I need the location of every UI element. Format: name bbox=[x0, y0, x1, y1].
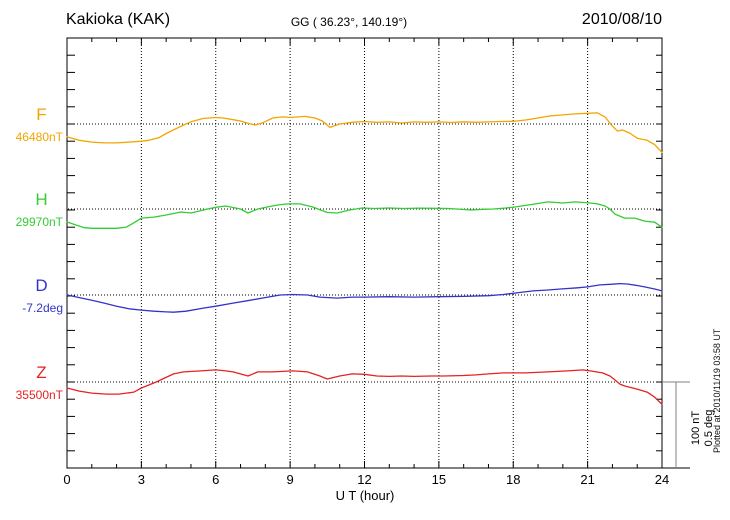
x-tick-label-12: 12 bbox=[357, 472, 372, 487]
trace-Z bbox=[66, 369, 663, 405]
series-F-baseline-value: 46480nT bbox=[15, 130, 63, 144]
station-title: Kakioka (KAK) bbox=[66, 11, 171, 28]
trace-F bbox=[66, 112, 663, 154]
x-tick-label-15: 15 bbox=[431, 472, 447, 487]
x-tick-label-9: 9 bbox=[286, 472, 294, 487]
series-D-label: D bbox=[35, 276, 48, 295]
x-tick-label-0: 0 bbox=[63, 472, 71, 487]
series-F-label: F bbox=[36, 105, 47, 124]
observatory-coordinates: GG ( 36.23°, 140.19°) bbox=[290, 15, 408, 29]
x-axis-label: U T (hour) bbox=[335, 488, 395, 503]
x-tick-label-24: 24 bbox=[654, 472, 670, 487]
plotted-at-note: Plotted at 2010/11/19 03:58 UT bbox=[712, 328, 722, 453]
x-tick-label-18: 18 bbox=[506, 472, 521, 487]
series-H-baseline-value: 29970nT bbox=[15, 215, 63, 229]
plot-date: 2010/08/10 bbox=[581, 11, 662, 28]
trace-D bbox=[66, 282, 663, 313]
series-D-baseline-value: -7.2deg bbox=[22, 301, 63, 315]
series-H-label: H bbox=[35, 190, 48, 209]
trace-H bbox=[66, 201, 663, 229]
x-tick-label-6: 6 bbox=[212, 472, 220, 487]
x-tick-label-3: 3 bbox=[137, 472, 145, 487]
x-tick-label-21: 21 bbox=[580, 472, 595, 487]
series-Z-label: Z bbox=[36, 363, 47, 382]
series-Z-baseline-value: 35500nT bbox=[15, 388, 63, 402]
scale-bar-nt-label: 100 nT bbox=[690, 410, 702, 446]
